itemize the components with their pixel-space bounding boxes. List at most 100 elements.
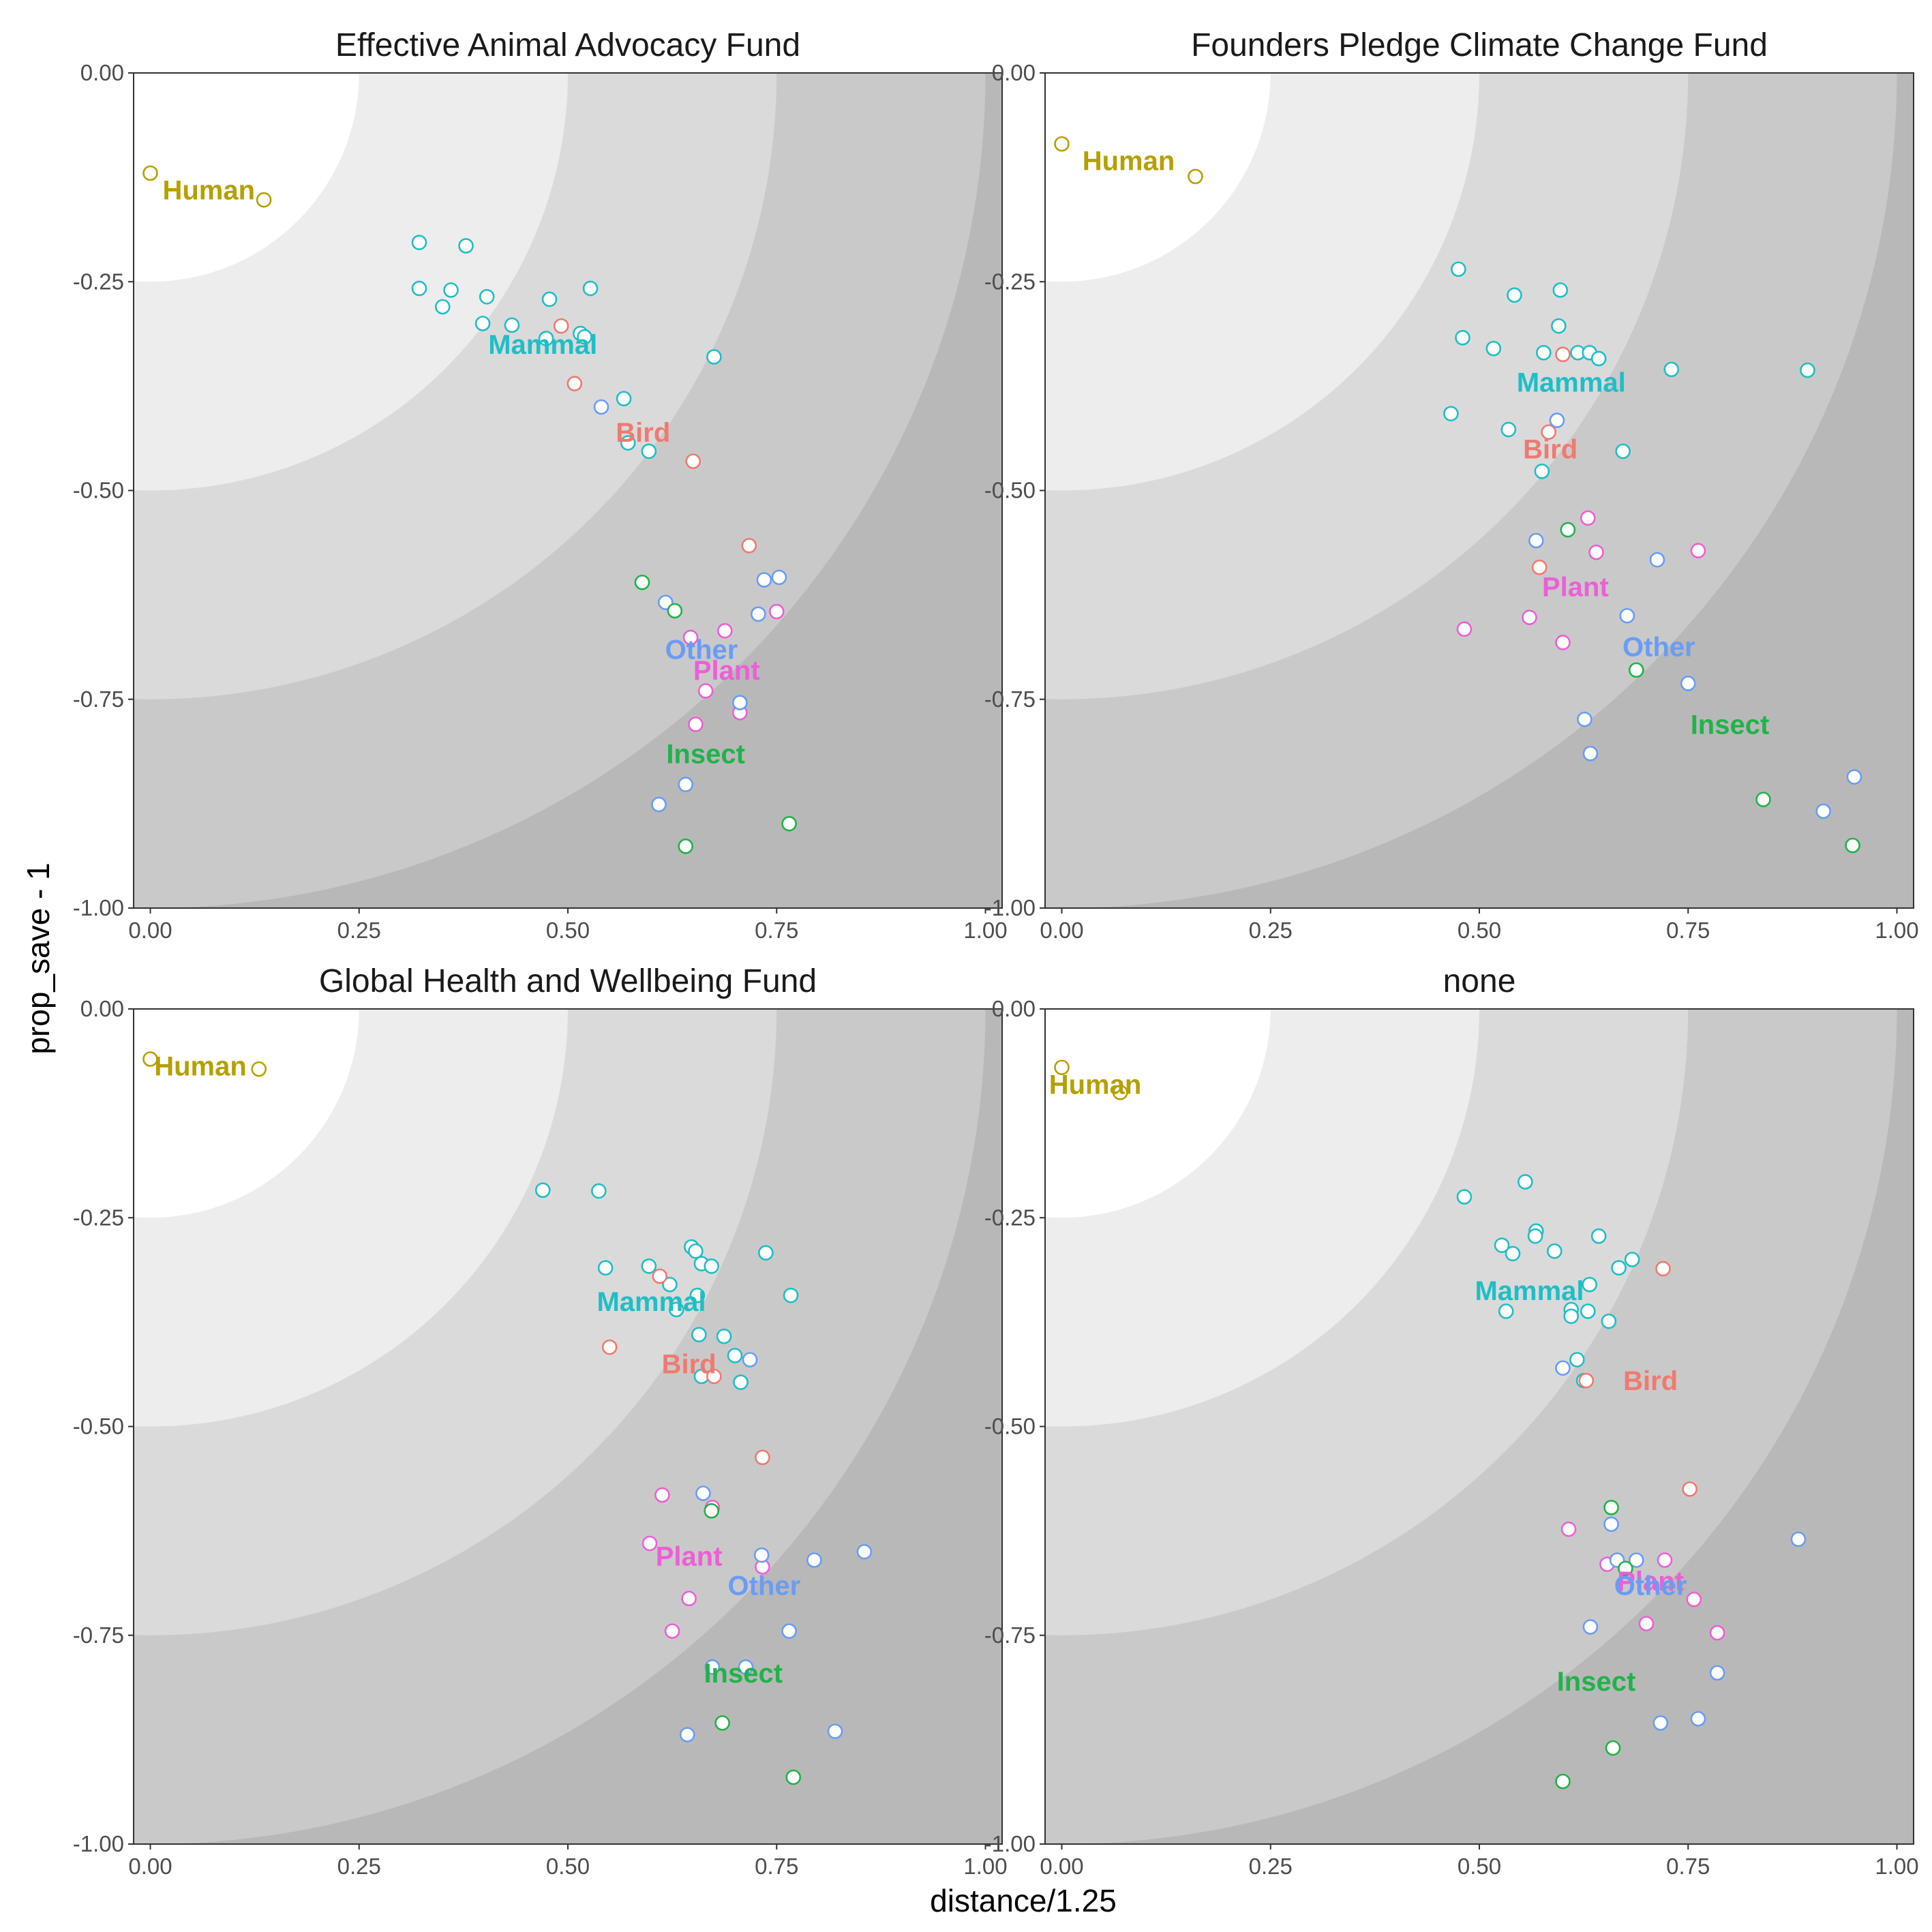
point-insect bbox=[1605, 1740, 1621, 1756]
y-tick-label: -0.75 bbox=[984, 1622, 1036, 1648]
label-plant: Plant bbox=[693, 656, 760, 686]
point-other bbox=[1629, 1552, 1644, 1568]
point-other bbox=[742, 1352, 758, 1368]
point-other bbox=[1619, 607, 1635, 624]
point-mammal bbox=[706, 349, 722, 365]
background-bands bbox=[134, 1009, 1002, 1844]
x-tick-label: 0.00 bbox=[1040, 1854, 1083, 1879]
x-axis: 0.00 0.25 0.50 0.75 1.00 bbox=[128, 1844, 1008, 1879]
point-mammal bbox=[434, 299, 451, 315]
point-mammal bbox=[1456, 1189, 1473, 1205]
point-other bbox=[593, 399, 609, 415]
point-human bbox=[142, 1051, 158, 1067]
point-other bbox=[827, 1723, 843, 1739]
point-plant bbox=[768, 603, 785, 620]
point-plant bbox=[682, 629, 699, 646]
point-insect bbox=[1755, 791, 1771, 808]
point-plant bbox=[1638, 1616, 1655, 1631]
point-other bbox=[806, 1552, 822, 1568]
point-other bbox=[753, 1547, 770, 1563]
point-plant bbox=[1555, 635, 1571, 650]
point-mammal bbox=[591, 1183, 607, 1199]
x-axis-title: distance/1.25 bbox=[930, 1883, 1117, 1918]
point-other bbox=[771, 569, 787, 586]
label-mammal: Mammal bbox=[1517, 367, 1626, 397]
y-tick-label: -1.00 bbox=[73, 895, 124, 920]
y-axis: 0.00 -0.25 -0.50 -0.75 -1.00 bbox=[984, 996, 1045, 1856]
point-other bbox=[738, 1659, 754, 1675]
point-mammal bbox=[1800, 362, 1815, 378]
x-tick-label: 0.00 bbox=[128, 918, 172, 943]
y-tick-label: -0.25 bbox=[73, 269, 124, 294]
x-axis: 0.00 0.25 0.50 0.75 1.00 bbox=[1040, 908, 1919, 943]
point-plant bbox=[1686, 1591, 1702, 1608]
y-tick-label: -0.50 bbox=[984, 1414, 1036, 1439]
point-insect bbox=[1845, 837, 1860, 854]
point-bird bbox=[1578, 1372, 1595, 1389]
point-mammal bbox=[1580, 1303, 1596, 1319]
label-other: Other bbox=[665, 635, 738, 665]
point-insect bbox=[1629, 662, 1644, 678]
point-mammal bbox=[1518, 1174, 1533, 1190]
panel-founders-pledge-climate-change-fund: Founders Pledge Climate Change Fund 0.00… bbox=[984, 27, 1919, 943]
point-plant bbox=[688, 716, 704, 732]
band-0 bbox=[134, 73, 359, 282]
point-other bbox=[1680, 676, 1696, 691]
point-mammal bbox=[1590, 1228, 1607, 1244]
point-other bbox=[781, 1623, 797, 1639]
x-tick-label: 0.75 bbox=[1666, 918, 1710, 943]
point-other bbox=[732, 695, 748, 710]
point-mammal bbox=[1455, 330, 1470, 346]
y-tick-label: -1.00 bbox=[984, 895, 1036, 920]
y-tick-label: -0.25 bbox=[984, 1205, 1036, 1230]
point-plant bbox=[642, 1535, 658, 1552]
x-tick-label: 0.50 bbox=[1458, 1854, 1501, 1879]
point-mammal bbox=[641, 1258, 657, 1274]
point-other bbox=[1582, 1619, 1599, 1635]
point-mammal bbox=[1536, 345, 1552, 361]
panel-title: Effective Animal Advocacy Fund bbox=[335, 27, 800, 63]
x-axis: 0.00 0.25 0.50 0.75 1.00 bbox=[1040, 1844, 1919, 1879]
point-insect bbox=[1603, 1500, 1619, 1515]
point-plant bbox=[717, 622, 733, 639]
point-mammal bbox=[620, 435, 636, 451]
point-mammal bbox=[479, 288, 495, 305]
point-other bbox=[1555, 1360, 1571, 1376]
label-insect: Insect bbox=[1691, 710, 1770, 740]
point-bird bbox=[1531, 559, 1548, 575]
point-insect bbox=[1560, 522, 1576, 538]
point-mammal bbox=[1527, 1228, 1543, 1244]
point-other bbox=[1815, 803, 1831, 819]
point-plant bbox=[1709, 1625, 1725, 1641]
point-human bbox=[1188, 168, 1203, 185]
point-mammal bbox=[689, 1287, 706, 1303]
point-mammal bbox=[1624, 1252, 1640, 1267]
x-axis: 0.00 0.25 0.50 0.75 1.00 bbox=[128, 908, 1008, 943]
point-other bbox=[756, 572, 772, 588]
point-bird bbox=[755, 1449, 770, 1466]
data-points bbox=[142, 165, 797, 854]
point-bird bbox=[1682, 1481, 1697, 1497]
point-insect bbox=[634, 574, 650, 590]
point-other bbox=[1790, 1531, 1807, 1548]
label-insect: Insect bbox=[666, 739, 745, 769]
x-tick-label: 0.75 bbox=[755, 1854, 798, 1879]
point-mammal bbox=[411, 235, 427, 250]
point-plant bbox=[697, 683, 714, 699]
panel-title: none bbox=[1443, 963, 1516, 999]
y-axis-title: prop_save - 1 bbox=[20, 862, 56, 1054]
label-plant: Plant bbox=[656, 1541, 723, 1571]
background-bands bbox=[134, 73, 1002, 908]
label-insect: Insect bbox=[704, 1659, 783, 1689]
band-0 bbox=[134, 1009, 359, 1218]
point-insect bbox=[667, 603, 683, 619]
y-tick-label: 0.00 bbox=[992, 996, 1036, 1021]
point-mammal bbox=[534, 1182, 551, 1198]
y-tick-label: -0.75 bbox=[73, 1622, 124, 1648]
point-insect bbox=[785, 1769, 802, 1785]
point-mammal bbox=[1601, 1313, 1617, 1329]
point-plant bbox=[654, 1487, 670, 1503]
point-insect bbox=[781, 815, 797, 832]
